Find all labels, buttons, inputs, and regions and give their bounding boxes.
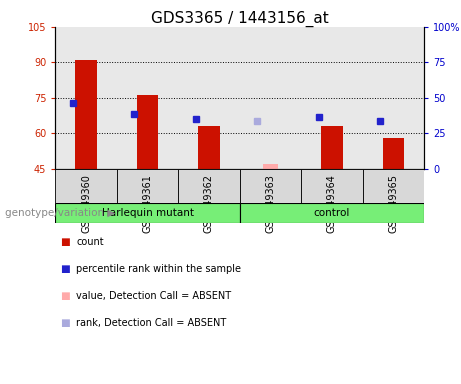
Bar xyxy=(383,138,404,169)
Bar xyxy=(363,169,424,203)
Bar xyxy=(55,169,117,203)
Text: GSM149362: GSM149362 xyxy=(204,174,214,233)
Title: GDS3365 / 1443156_at: GDS3365 / 1443156_at xyxy=(151,11,329,27)
Text: ■: ■ xyxy=(60,237,70,247)
Bar xyxy=(301,169,363,203)
Bar xyxy=(321,126,343,169)
Bar xyxy=(178,169,240,203)
Text: ■: ■ xyxy=(60,318,70,328)
Bar xyxy=(75,60,97,169)
Text: GSM149364: GSM149364 xyxy=(327,174,337,233)
Bar xyxy=(137,96,158,169)
Text: Harlequin mutant: Harlequin mutant xyxy=(101,208,194,218)
Bar xyxy=(55,203,240,223)
Text: ■: ■ xyxy=(60,291,70,301)
Bar xyxy=(198,126,220,169)
Text: GSM149365: GSM149365 xyxy=(388,174,398,233)
Text: count: count xyxy=(76,237,104,247)
Text: ■: ■ xyxy=(60,264,70,274)
Text: rank, Detection Call = ABSENT: rank, Detection Call = ABSENT xyxy=(76,318,226,328)
Text: GSM149361: GSM149361 xyxy=(142,174,153,233)
Text: value, Detection Call = ABSENT: value, Detection Call = ABSENT xyxy=(76,291,231,301)
Bar xyxy=(263,164,278,169)
Text: genotype/variation ▶: genotype/variation ▶ xyxy=(5,208,115,218)
Bar xyxy=(117,169,178,203)
Bar xyxy=(240,169,301,203)
Text: GSM149363: GSM149363 xyxy=(266,174,276,233)
Text: control: control xyxy=(314,208,350,218)
Bar xyxy=(240,203,424,223)
Text: percentile rank within the sample: percentile rank within the sample xyxy=(76,264,241,274)
Text: GSM149360: GSM149360 xyxy=(81,174,91,233)
